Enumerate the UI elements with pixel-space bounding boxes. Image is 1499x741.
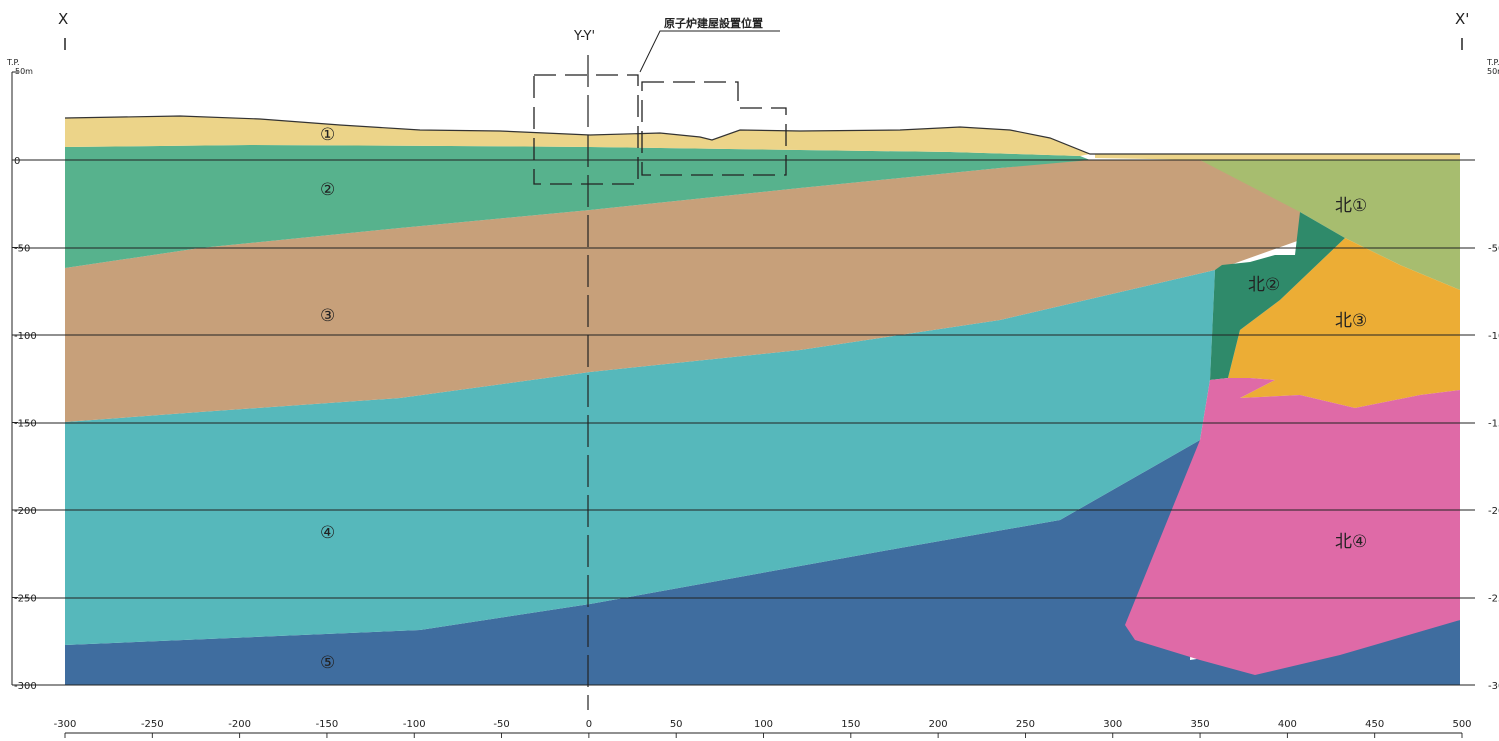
north-4-area: [1125, 378, 1460, 675]
layer-label-3: ③: [320, 306, 335, 326]
y-tick-label-right: -300: [1488, 681, 1499, 692]
layer-1-area: [65, 116, 1090, 156]
layer-label-north-3: 北③: [1335, 311, 1367, 331]
y-tick-label: -150: [14, 419, 37, 430]
x-tick-label: 200: [929, 719, 948, 730]
unit-left-top: T.P.: [6, 58, 20, 67]
y-tick-label-right: -250: [1488, 594, 1499, 605]
x-tick-label: 500: [1452, 719, 1471, 730]
layer-label-2: ②: [320, 180, 335, 200]
unit-left-bottom: 50m: [15, 67, 33, 76]
unit-right-top: T.P.: [1486, 58, 1499, 67]
layer-label-north-1: 北①: [1335, 196, 1367, 216]
x-tick-label: 350: [1191, 719, 1210, 730]
x-tick-label: 400: [1278, 719, 1297, 730]
x-tick-label: 300: [1103, 719, 1122, 730]
x-tick-label: -50: [493, 719, 509, 730]
callout-leader: [639, 30, 780, 73]
layer-4-area: [65, 270, 1215, 645]
layer-5-area: [65, 440, 1460, 685]
reactor-building-outline: [533, 74, 787, 185]
x-tick-label: 0: [586, 719, 592, 730]
y-tick-label-right: -50: [1488, 244, 1499, 255]
section-mark-center: Y-Y': [573, 29, 595, 44]
layer-3-area: [65, 160, 1300, 422]
layer-label-1: ①: [320, 125, 335, 145]
x-tick-label: -300: [54, 719, 77, 730]
layer-label-5: ⑤: [320, 653, 335, 673]
x-tick-label: -200: [228, 719, 251, 730]
x-tick-label: -150: [316, 719, 339, 730]
x-tick-label: 50: [670, 719, 683, 730]
layer-2-area: [65, 145, 1090, 268]
layer-label-north-2: 北②: [1248, 275, 1280, 295]
layer-label-north-4: 北④: [1335, 532, 1367, 552]
x-tick-label: 450: [1365, 719, 1384, 730]
y-tick-label-right: -200: [1488, 506, 1499, 517]
x-tick-label: -100: [403, 719, 426, 730]
y-tick-label: -250: [14, 594, 37, 605]
y-tick-label: 0: [14, 156, 20, 167]
y-tick-label-right: -150: [1488, 419, 1499, 430]
y-tick-label-right: -100: [1488, 331, 1499, 342]
section-mark-right: X': [1455, 10, 1469, 28]
unit-right-bottom: 50m: [1487, 67, 1499, 76]
y-tick-label: -100: [14, 331, 37, 342]
north-2-area: [1210, 212, 1345, 380]
north-3-area: [1228, 238, 1460, 408]
layer-label-4: ④: [320, 523, 335, 543]
section-mark-left: X: [58, 10, 68, 28]
elevation-lines: [18, 159, 1475, 686]
ground-surface-line: [64, 115, 1460, 155]
y-tick-label: -300: [14, 681, 37, 692]
callout-label: 原子炉建屋設置位置: [664, 16, 763, 30]
x-tick-label: 250: [1016, 719, 1035, 730]
x-tick-label: -250: [141, 719, 164, 730]
x-tick-label: 100: [754, 719, 773, 730]
y-tick-label: -200: [14, 506, 37, 517]
north-1-area: [1200, 160, 1460, 290]
x-tick-label: 150: [841, 719, 860, 730]
y-tick-label: -50: [14, 244, 30, 255]
